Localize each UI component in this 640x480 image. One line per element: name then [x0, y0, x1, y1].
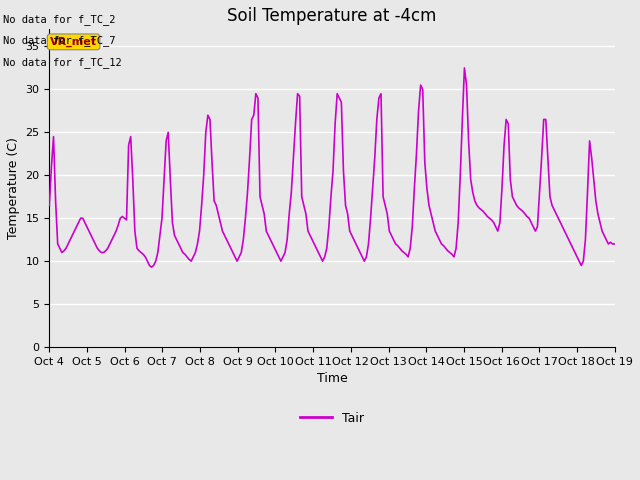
Text: No data for f_TC_7: No data for f_TC_7: [3, 35, 116, 46]
Legend: Tair: Tair: [295, 407, 369, 430]
X-axis label: Time: Time: [317, 372, 348, 385]
Text: No data for f_TC_2: No data for f_TC_2: [3, 13, 116, 24]
Y-axis label: Temperature (C): Temperature (C): [7, 137, 20, 239]
Text: No data for f_TC_12: No data for f_TC_12: [3, 57, 122, 68]
Title: Soil Temperature at -4cm: Soil Temperature at -4cm: [227, 7, 436, 25]
Text: VR_met: VR_met: [50, 37, 97, 47]
